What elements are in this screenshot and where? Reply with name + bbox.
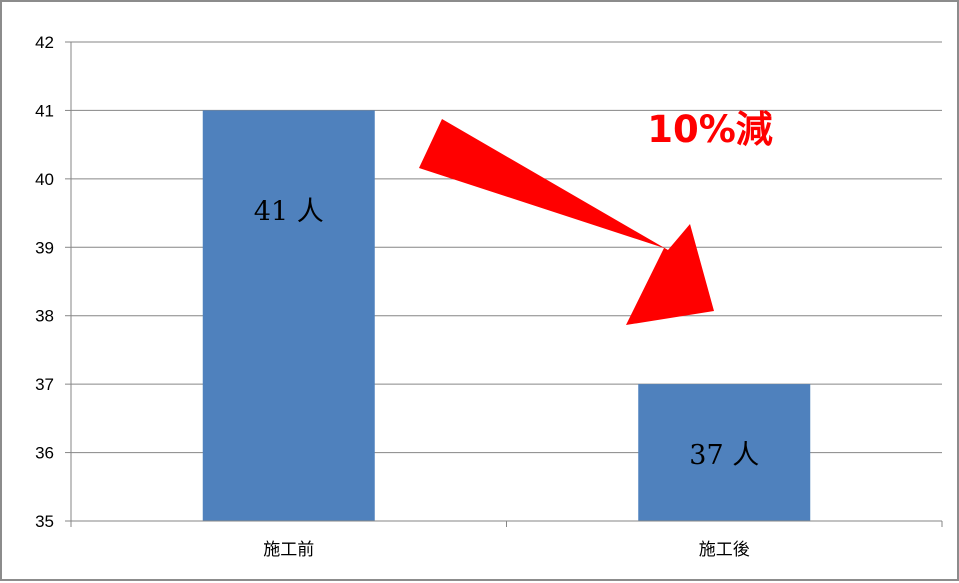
- gridlines: [71, 41, 942, 454]
- bars: [202, 110, 811, 521]
- bar-1: [202, 110, 375, 521]
- y-tick-label: 42: [35, 33, 54, 52]
- down-right-arrow-icon: [419, 119, 714, 325]
- reduction-annotation: 10%減: [647, 108, 773, 151]
- y-tick-label: 38: [35, 307, 54, 326]
- x-category-label: 施工前: [263, 540, 314, 560]
- axes: [65, 41, 943, 527]
- y-tick-label: 40: [35, 170, 54, 189]
- y-tick-label: 41: [35, 101, 54, 120]
- x-category-label: 施工後: [699, 540, 750, 560]
- y-tick-label: 37: [35, 375, 54, 394]
- annotation: 10%減: [419, 108, 773, 325]
- bar-data-label: 37 人: [689, 440, 759, 471]
- bar-data-label: 41 人: [254, 196, 324, 227]
- y-tick-label: 36: [35, 444, 54, 463]
- y-tick-label: 39: [35, 238, 54, 257]
- bar-2: [638, 384, 811, 521]
- y-tick-label: 35: [35, 512, 54, 531]
